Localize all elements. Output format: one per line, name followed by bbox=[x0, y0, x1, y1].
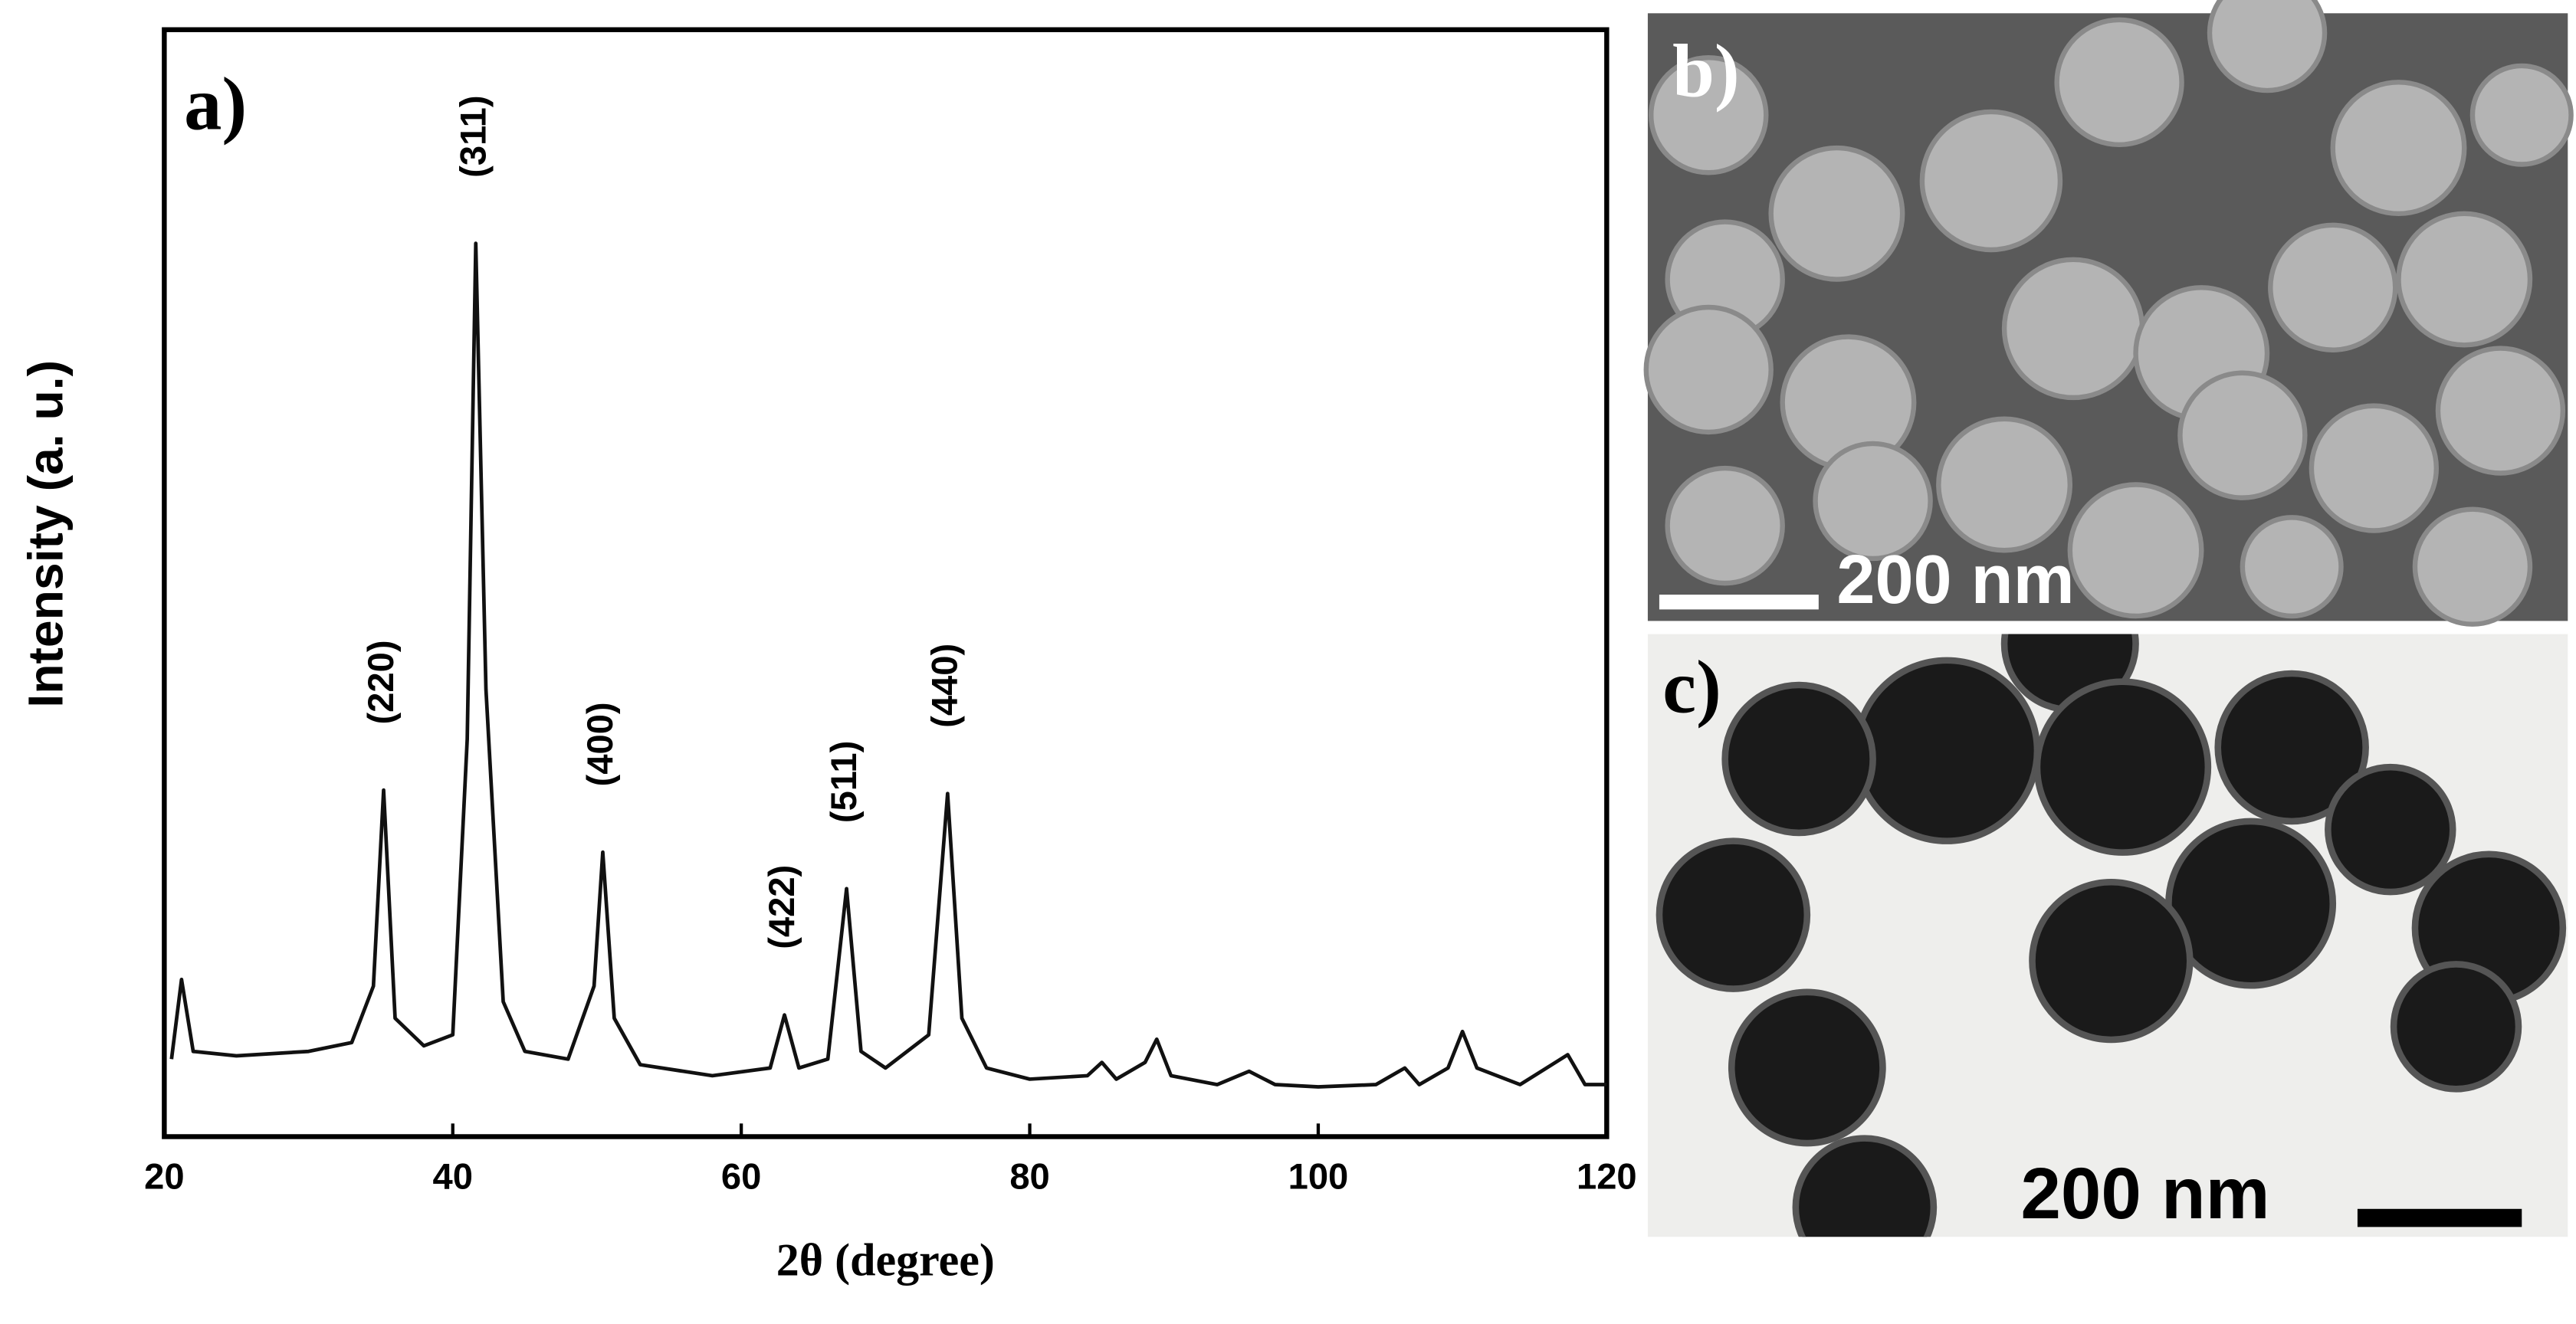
sem-particles bbox=[1643, 0, 2574, 627]
peak-label: (400) bbox=[579, 702, 620, 786]
x-tick-label: 60 bbox=[721, 1156, 761, 1197]
xrd-chart: a) 2θ (degree) Intensity (a. u.) 20 40 60 8… bbox=[18, 27, 1637, 1285]
x-tick-label: 40 bbox=[433, 1156, 473, 1197]
y-axis-label: Intensity (a. u.) bbox=[18, 360, 73, 708]
x-axis-label: 2θ (degree) bbox=[776, 1234, 995, 1285]
peak-label: (220) bbox=[360, 640, 401, 724]
panel-label: a) bbox=[184, 63, 247, 146]
x-tick-label: 80 bbox=[1009, 1156, 1049, 1197]
peak-label: (422) bbox=[761, 865, 802, 949]
sem-image: b) 200 nm bbox=[1643, 0, 2574, 627]
x-tick-label: 20 bbox=[144, 1156, 184, 1197]
x-tick-label: 100 bbox=[1288, 1156, 1349, 1197]
peak-label: (440) bbox=[924, 644, 965, 728]
x-tick-label: 120 bbox=[1577, 1156, 1637, 1197]
scale-bar bbox=[2357, 1208, 2522, 1227]
tem-particles bbox=[1656, 634, 2567, 1237]
xrd-line bbox=[169, 241, 1607, 1089]
peak-label: (511) bbox=[823, 741, 864, 823]
scale-bar-label: 200 nm bbox=[1836, 542, 2074, 618]
peak-label: (311) bbox=[452, 95, 493, 177]
plot-frame bbox=[162, 27, 1610, 1139]
panel-label: c) bbox=[1662, 645, 1721, 729]
tem-image: c) 200 nm bbox=[1647, 634, 2568, 1237]
scale-bar bbox=[1659, 595, 1819, 610]
scale-bar-label: 200 nm bbox=[2020, 1153, 2269, 1234]
panel-label: b) bbox=[1672, 30, 1740, 113]
